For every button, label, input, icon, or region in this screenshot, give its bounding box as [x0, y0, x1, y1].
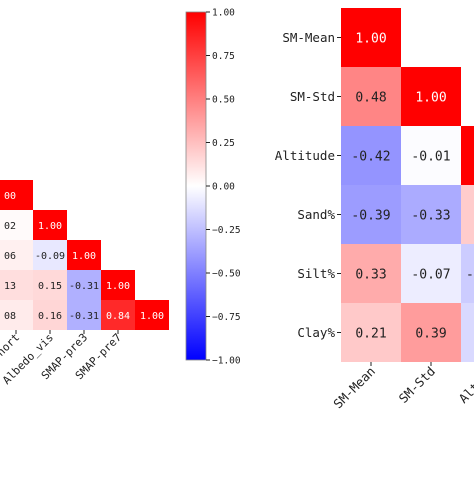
- y-tick-label: Clay%: [297, 325, 335, 340]
- heatmap-cell: [461, 303, 474, 362]
- cell-value-label: -: [466, 268, 474, 283]
- heatmap-cell: [33, 210, 67, 240]
- heatmap-cell: [461, 126, 474, 185]
- cell-value-label: 0.21: [355, 327, 386, 342]
- cell-value-label: 08: [4, 311, 16, 322]
- heatmap-cell: [67, 270, 101, 300]
- heatmap-cell: [341, 185, 401, 244]
- y-tick-label: Altitude: [275, 148, 335, 163]
- cell-value-label: 0.16: [38, 311, 62, 322]
- x-tick-label: SM-Mean: [330, 364, 378, 412]
- heatmap-cell: [341, 303, 401, 362]
- cell-value-label: 0.15: [38, 281, 62, 292]
- x-tick-label: Altitu: [456, 364, 474, 407]
- heatmap-cell: [341, 8, 401, 67]
- left-heatmap: 00 02 1.00 06 -0.09 1.00 13 0.15 -0.31 1.00 08 0.16…: [0, 180, 169, 387]
- cell-value-label: -0.09: [35, 251, 65, 262]
- cell-value-label: 0.48: [355, 91, 386, 106]
- heatmap-cell: [0, 210, 33, 240]
- y-tick-label: SM-Mean: [282, 30, 335, 45]
- y-tick-label: Silt%: [297, 266, 335, 281]
- colorbar-gradient: [185, 11, 207, 361]
- heatmap-cell: [461, 185, 474, 244]
- heatmap-cell: [101, 270, 135, 300]
- heatmap-cell: [401, 126, 461, 185]
- heatmap-cell: [401, 244, 461, 303]
- cell-value-label: 1.00: [415, 91, 446, 106]
- y-tick-label: SM-Std: [290, 89, 335, 104]
- cell-value-label: -0.31: [69, 281, 99, 292]
- cell-value-label: 00: [4, 191, 16, 202]
- colorbar-tick-label: 0.00: [212, 182, 235, 193]
- cell-value-label: 1.00: [38, 221, 62, 232]
- colorbar: 1.00 0.75 0.50 0.25 0.00 −0.25 −0.50 −0.75 −1.00: [185, 8, 241, 367]
- heatmap-cell: [33, 270, 67, 300]
- heatmap-cell: [341, 126, 401, 185]
- heatmap-cell: [401, 67, 461, 126]
- cell-value-label: 1.00: [72, 251, 96, 262]
- colorbar-tick-label: 0.75: [212, 51, 235, 62]
- heatmap-cell: [401, 303, 461, 362]
- heatmap-cell: [0, 240, 33, 270]
- colorbar-tick-label: −0.75: [212, 312, 241, 323]
- heatmap-cell: [101, 300, 135, 330]
- cell-value-label: -0.31: [69, 311, 99, 322]
- cell-value-label: 0.39: [415, 327, 446, 342]
- heatmap-cell: [0, 300, 33, 330]
- heatmap-cell: [33, 300, 67, 330]
- heatmap-cell: [33, 240, 67, 270]
- cell-value-label: -0.01: [411, 150, 450, 165]
- cell-value-label: 13: [4, 281, 16, 292]
- heatmap-cell: [0, 270, 33, 300]
- y-tick-label: Sand%: [297, 207, 335, 222]
- cell-value-label: -0.07: [411, 268, 450, 283]
- heatmap-cell: [461, 244, 474, 303]
- colorbar-tick-label: 1.00: [212, 8, 235, 19]
- cell-value-label: -0.39: [351, 209, 390, 224]
- cell-value-label: 0.84: [106, 311, 130, 322]
- colorbar-tick-label: 0.50: [212, 95, 235, 106]
- colorbar-tick-label: −0.25: [212, 225, 241, 236]
- heatmap-cell: [341, 67, 401, 126]
- cell-value-label: 1.00: [106, 281, 130, 292]
- cell-value-label: 1.00: [140, 311, 164, 322]
- cell-value-label: -0.33: [411, 209, 450, 224]
- heatmap-cell: [401, 185, 461, 244]
- x-tick-label: SM-Std: [396, 364, 439, 407]
- cell-value-label: -0.42: [351, 150, 390, 165]
- heatmap-cell: [0, 180, 33, 210]
- heatmap-cell: [67, 300, 101, 330]
- cell-value-label: 06: [4, 251, 16, 262]
- colorbar-tick-label: −1.00: [212, 356, 241, 367]
- colorbar-tick-label: −0.50: [212, 269, 241, 280]
- cell-value-label: 02: [4, 221, 16, 232]
- cell-value-label: 0.33: [355, 268, 386, 283]
- right-heatmap: 1.000.48 1.00-0.42 -0.01-0.39 -0.330.33 -0.0…: [275, 8, 474, 411]
- heatmap-cell: [135, 300, 169, 330]
- heatmap-cell: [67, 240, 101, 270]
- cell-value-label: 1.00: [355, 32, 386, 47]
- heatmap-cell: [341, 244, 401, 303]
- colorbar-tick-label: 0.25: [212, 138, 235, 149]
